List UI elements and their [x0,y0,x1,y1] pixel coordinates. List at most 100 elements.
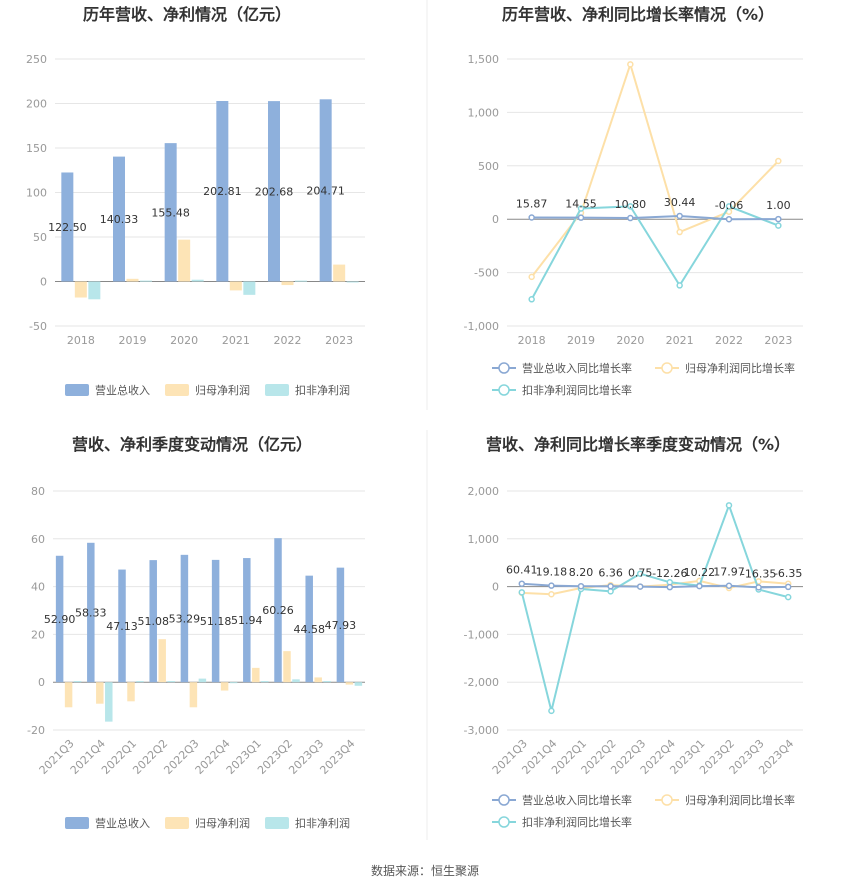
y-tick-label: 100 [26,187,47,200]
data-point [676,228,683,236]
source-note: 数据来源：恒生聚源 [370,864,479,878]
line-value-label: 10.80 [615,198,647,211]
x-tick-label: 2021 [666,334,694,347]
chart-2: 历年营收、净利同比增长率情况（%） -1,000 -500 0 500 1,000 1,50… [464,5,803,397]
data-point [666,583,674,591]
bar-deducted-profit [136,681,144,683]
legend-marker [498,384,510,396]
line-value-label: 0.75 [628,567,653,580]
data-point [725,502,733,509]
bar-value-label: 51.08 [137,615,169,628]
x-tick-label: 2023 [764,334,792,347]
legend-label: 扣非净利润 [295,383,350,397]
bar-value-label: 52.90 [44,613,76,626]
bar-net-profit [64,682,73,708]
x-tick-label: 2018 [518,334,546,347]
series-line-deducted-profit-growth [530,205,779,300]
data-point [518,589,526,596]
x-tick-label: 2021 [222,334,250,347]
data-point [607,583,614,590]
bar-net-profit [229,281,242,291]
x-tick-label: 2020 [616,334,644,347]
series-line-net-profit-growth [521,579,789,596]
bar-revenue [61,172,74,282]
bar-value-label: 155.48 [151,206,190,219]
data-point [577,205,585,212]
x-tick-label: 2018 [67,334,95,347]
legend-label: 营业总收入同比增长率 [522,361,632,375]
bar-revenue [211,559,220,683]
data-point [577,582,585,590]
bar-deducted-profit [323,681,331,683]
chart-title: 营收、净利季度变动情况（亿元） [72,435,312,454]
data-point [725,215,733,223]
bar-net-profit [96,682,104,704]
bar-value-label: 140.33 [100,213,139,226]
legend-label: 营业总收入 [95,383,150,397]
chart-title: 营收、净利同比增长率季度变动情况（%） [486,435,790,454]
bar-revenue [149,560,157,683]
bar-value-label: 51.94 [231,614,263,627]
bar-net-profit [126,278,139,282]
bar-net-profit [345,682,354,685]
line-value-label: 14.55 [565,198,597,211]
line-value-label: 1.00 [766,199,791,212]
bar-deducted-profit [229,682,238,684]
bar-value-label: 122.50 [48,221,87,234]
x-tick-label: 2022 [715,334,743,347]
legend-swatch [265,817,289,829]
series-line-deducted-profit-growth [520,502,789,712]
legend-swatch [265,384,289,396]
bar-net-profit [220,682,229,691]
bar-value-label: 44.58 [293,623,325,636]
line-value-label: 8.20 [569,566,594,579]
data-point [636,570,644,577]
bar-deducted-profit [261,681,269,683]
y-tick-label: 0 [492,213,499,226]
line-value-label: 17.97 [713,566,745,579]
y-tick-label: 1,000 [468,533,500,546]
bar-deducted-profit [292,679,300,683]
bar-revenue [216,100,229,282]
data-point [627,61,634,68]
chart-1: 历年营收、净利情况（亿元） -50 0 50 100 150 200 250 2018 2019 2… [26,5,365,397]
bar-revenue [305,575,313,683]
bar-net-profit [314,677,322,683]
legend-label: 扣非净利润 [295,816,350,830]
line-value-label: 15.87 [516,198,548,211]
series-line-revenue-growth [521,582,789,589]
chart-title: 历年营收、净利同比增长率情况（%） [502,5,774,24]
legend-label: 归母净利润同比增长率 [685,361,795,375]
chart-title: 历年营收、净利情况（亿元） [83,5,291,24]
bar-revenue [336,567,345,683]
line-value-label: -6.35 [774,567,802,580]
bar-net-profit [189,682,198,708]
legend-label: 归母净利润同比增长率 [685,793,795,807]
line-value-label: 60.41 [506,564,538,577]
legend-marker [498,362,510,374]
bar-value-label: 202.68 [255,185,294,198]
line-value-label: 19.18 [536,566,568,579]
y-tick-label: 500 [478,160,499,173]
bar-net-profit [281,281,294,286]
y-tick-label: -50 [29,320,47,333]
y-tick-label: -3,000 [464,724,499,737]
data-point [676,282,683,289]
bar-value-label: 60.26 [262,604,294,617]
bar-net-profit [178,239,191,282]
bar-revenue [87,542,95,683]
data-point [725,203,733,210]
y-tick-label: 150 [26,142,47,155]
legend-marker [661,794,673,806]
bar-deducted-profit [167,681,175,683]
data-point [784,583,792,591]
bar-value-label: 58.33 [75,606,107,619]
bar-deducted-profit [243,281,256,295]
data-point [548,590,555,598]
legend-label: 归母净利润 [195,816,250,830]
bar-revenue [164,143,177,282]
data-point [528,214,535,221]
bar-deducted-profit [354,682,363,686]
data-point [784,593,792,601]
bar-revenue [118,569,126,683]
